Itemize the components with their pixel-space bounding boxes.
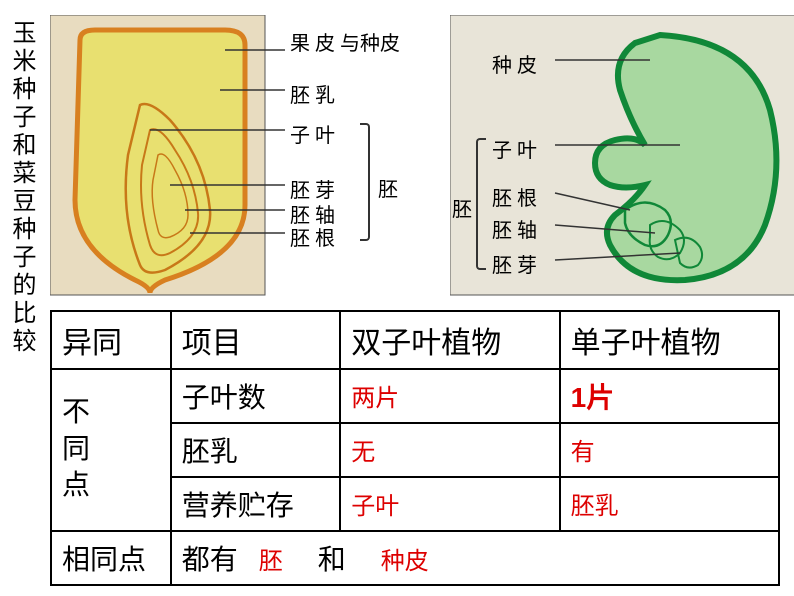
same-label-cell: 相同点 <box>51 531 171 585</box>
bean-label-radicle: 胚 根 <box>492 182 537 211</box>
corn-label-endosperm: 胚 乳 <box>290 79 335 108</box>
bean-label-plumule: 胚 芽 <box>492 249 537 278</box>
corn-label-embryo: 胚 <box>378 173 398 202</box>
row-item: 营养贮存 <box>171 477 341 531</box>
corn-diagram: 果 皮 与种皮 胚 乳 子 叶 胚 芽 胚 轴 胚 根 胚 <box>50 15 410 305</box>
header-col2: 项目 <box>171 311 341 369</box>
row-monocot: 有 <box>560 423 779 477</box>
same-val1: 胚 <box>259 548 283 575</box>
bean-label-axis: 胚 轴 <box>492 214 537 243</box>
header-col4: 单子叶植物 <box>560 311 779 369</box>
row-monocot: 1片 <box>560 369 779 423</box>
diagram-area: 果 皮 与种皮 胚 乳 子 叶 胚 芽 胚 轴 胚 根 胚 种 皮 子 叶 胚 … <box>50 15 794 305</box>
corn-seed-svg <box>50 15 410 305</box>
corn-label-radicle: 胚 根 <box>290 222 335 251</box>
header-col1: 异同 <box>51 311 171 369</box>
row-item: 子叶数 <box>171 369 341 423</box>
table-header-row: 异同 项目 双子叶植物 单子叶植物 <box>51 311 779 369</box>
row-monocot: 胚乳 <box>560 477 779 531</box>
bean-label-cotyledon: 子 叶 <box>492 134 537 163</box>
diff-label-cell: 不 同 点 <box>51 369 171 531</box>
table-same-row: 相同点 都有 胚 和 种皮 <box>51 531 779 585</box>
same-mid: 和 <box>318 545 346 576</box>
corn-label-pericarp: 果 皮 与种皮 <box>290 33 400 55</box>
page-title: 玉米种子和菜豆种子的比较 <box>8 20 36 356</box>
bean-label-testa: 种 皮 <box>492 49 537 78</box>
corn-label-cotyledon: 子 叶 <box>290 119 335 148</box>
comparison-table: 异同 项目 双子叶植物 单子叶植物 不 同 点 子叶数 两片 1片 胚乳 无 有… <box>50 310 780 586</box>
same-val2: 种皮 <box>381 548 429 575</box>
bean-label-embryo: 胚 <box>452 193 472 222</box>
header-col3: 双子叶植物 <box>340 311 559 369</box>
row-dicot: 无 <box>340 423 559 477</box>
bean-brace <box>476 138 486 270</box>
table-row: 不 同 点 子叶数 两片 1片 <box>51 369 779 423</box>
same-content-cell: 都有 胚 和 种皮 <box>171 531 779 585</box>
same-prefix: 都有 <box>182 545 238 576</box>
corn-brace <box>360 123 370 241</box>
row-dicot: 子叶 <box>340 477 559 531</box>
bean-diagram: 种 皮 子 叶 胚 根 胚 轴 胚 芽 胚 <box>450 15 794 305</box>
row-item: 胚乳 <box>171 423 341 477</box>
row-dicot: 两片 <box>340 369 559 423</box>
